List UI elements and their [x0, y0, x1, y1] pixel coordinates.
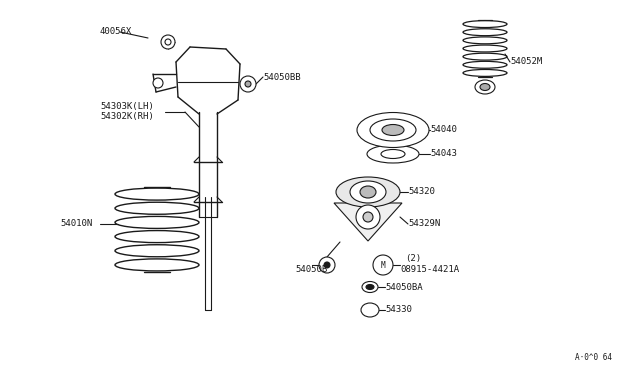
Circle shape	[324, 262, 330, 268]
Ellipse shape	[475, 80, 495, 94]
Ellipse shape	[382, 125, 404, 135]
Ellipse shape	[362, 282, 378, 292]
Text: 54010N: 54010N	[60, 219, 92, 228]
Text: M: M	[381, 260, 385, 269]
Polygon shape	[334, 203, 402, 241]
Text: 54050BB: 54050BB	[263, 73, 301, 81]
Circle shape	[363, 212, 373, 222]
Ellipse shape	[370, 119, 416, 141]
Text: 54052M: 54052M	[510, 58, 542, 67]
Text: 54050B: 54050B	[295, 264, 327, 273]
Ellipse shape	[350, 181, 386, 203]
Text: 54043: 54043	[430, 150, 457, 158]
Circle shape	[319, 257, 335, 273]
Text: 54040: 54040	[430, 125, 457, 135]
Ellipse shape	[336, 177, 400, 207]
Text: 54050BA: 54050BA	[385, 282, 422, 292]
Ellipse shape	[357, 112, 429, 148]
Circle shape	[161, 35, 175, 49]
Text: (2): (2)	[405, 254, 421, 263]
Text: 54302K(RH): 54302K(RH)	[100, 112, 154, 122]
Text: 54329N: 54329N	[408, 219, 440, 228]
Ellipse shape	[366, 285, 374, 289]
Circle shape	[245, 81, 251, 87]
Circle shape	[153, 78, 163, 88]
Text: 08915-4421A: 08915-4421A	[400, 264, 459, 273]
Circle shape	[356, 205, 380, 229]
Ellipse shape	[360, 186, 376, 198]
Circle shape	[165, 39, 171, 45]
Ellipse shape	[361, 303, 379, 317]
Text: A·0^0 64: A·0^0 64	[575, 353, 612, 362]
Text: 54320: 54320	[408, 187, 435, 196]
Ellipse shape	[367, 145, 419, 163]
Circle shape	[240, 76, 256, 92]
Text: 54303K(LH): 54303K(LH)	[100, 103, 154, 112]
Circle shape	[373, 255, 393, 275]
Ellipse shape	[381, 150, 405, 158]
Ellipse shape	[480, 83, 490, 90]
Text: 40056X: 40056X	[100, 28, 132, 36]
Text: 54330: 54330	[385, 305, 412, 314]
